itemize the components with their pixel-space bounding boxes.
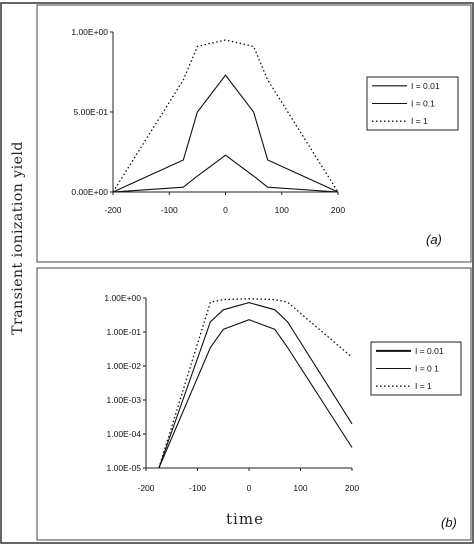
series-line	[112, 39, 339, 193]
x-tick-label: 100	[293, 483, 307, 493]
panel-a-label: (a)	[426, 232, 442, 247]
series-line	[112, 154, 339, 193]
panel-a-lines	[112, 39, 339, 193]
panel-b-frame	[36, 267, 472, 541]
legend-entry: I = 1	[415, 381, 432, 391]
panel-a-ticks: 0.00E+00 5.00E-01 1.00E+00 -200 -100 0 100 200	[71, 27, 345, 215]
legend-entry: I = 0.01	[411, 81, 440, 91]
x-tick-label: 200	[331, 205, 345, 215]
legend-entry: I = 0 1	[415, 364, 439, 374]
y-axis-label: Transient ionization yield	[10, 141, 26, 335]
x-tick-label: -200	[137, 483, 154, 493]
y-tick-label: 1.00E+00	[71, 27, 108, 37]
y-tick-label: 1.00E-04	[107, 429, 142, 439]
x-tick-label: 100	[275, 205, 289, 215]
y-tick-label: 1.00E-02	[107, 361, 142, 371]
series-line	[112, 74, 339, 193]
x-tick-label: 0	[223, 205, 228, 215]
y-tick-label: 1.00E-05	[107, 463, 142, 473]
series-line	[158, 302, 353, 469]
x-tick-label: -100	[161, 205, 178, 215]
legend-entry: I = 1	[411, 116, 428, 126]
panel-b-ticks: 1.00E-05 1.00E-04 1.00E-03 1.00E-02 1.00E-01…	[104, 293, 359, 493]
x-tick-label: 0	[247, 483, 252, 493]
x-tick-label: -100	[189, 483, 206, 493]
y-tick-label: 1.00E-03	[107, 395, 142, 405]
panel-b-legend: I = 0.01 I = 0 1 I = 1	[370, 341, 462, 396]
x-axis-label: time	[226, 510, 264, 528]
series-line	[158, 319, 353, 469]
panel-a-legend: I = 0.01 I = 0.1 I = 1	[366, 76, 459, 131]
panel-a: 0.00E+005.00E-011.00E+00-200 -100 0 100 200 …	[36, 4, 472, 263]
panel-b-lines	[158, 298, 353, 469]
y-tick-label: 1.00E+00	[104, 293, 141, 303]
x-tick-label: -200	[104, 205, 121, 215]
y-tick-label: 0.00E+00	[71, 187, 108, 197]
y-tick-label: 5.00E-01	[74, 107, 109, 117]
y-tick-label: 1.00E-01	[107, 327, 142, 337]
legend-entry: I = 0.1	[411, 99, 435, 109]
panel-b: 1.00E-05 1.00E-04 1.00E-03 1.00E-02 1.00E-01…	[36, 267, 472, 541]
panel-b-label: (b)	[441, 515, 457, 530]
x-tick-label: 200	[345, 483, 359, 493]
panel-a-frame	[36, 4, 472, 263]
legend-entry: I = 0.01	[415, 346, 444, 356]
series-line	[158, 298, 353, 469]
